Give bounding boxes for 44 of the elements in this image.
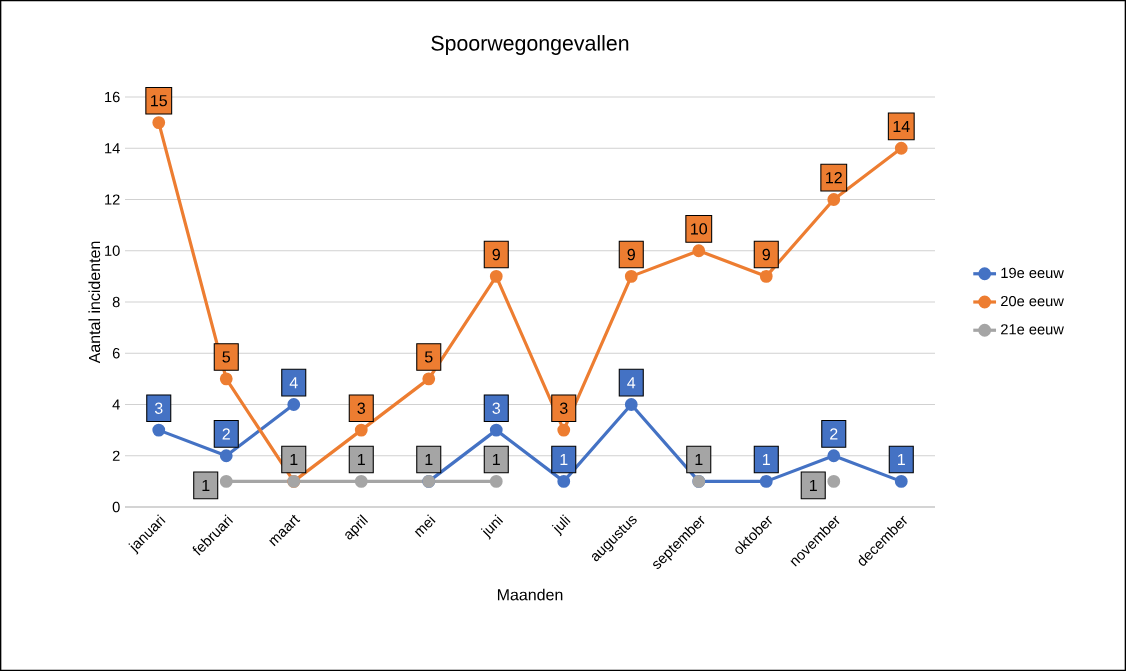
data-label: 1 [202, 479, 210, 491]
x-tick-label: juli [551, 514, 571, 537]
data-label: 1 [358, 454, 365, 466]
y-tick-label: 12 [105, 194, 120, 205]
legend-label: 19e eeuw [1001, 267, 1064, 279]
y-tick-label: 6 [112, 348, 120, 359]
x-tick-label: mei [414, 514, 436, 538]
data-label: 3 [154, 402, 163, 414]
data-label: 1 [493, 454, 500, 466]
data-label: 1 [898, 454, 905, 466]
data-label: 9 [627, 248, 635, 261]
data-label: 1 [763, 454, 770, 466]
data-label: 12 [826, 172, 842, 184]
chart-title: Spoorwegongevallen [431, 35, 629, 55]
data-label: 2 [830, 428, 838, 440]
data-label: 3 [357, 402, 366, 414]
data-label: 1 [809, 479, 817, 491]
y-tick-label: 16 [105, 91, 120, 103]
y-tick-label: 0 [112, 501, 120, 513]
data-label: 5 [424, 351, 433, 363]
data-label: 9 [762, 248, 770, 261]
y-tick-label: 8 [112, 296, 120, 308]
data-label: 9 [492, 248, 500, 261]
data-label: 1 [560, 454, 568, 466]
data-label: 1 [695, 454, 703, 466]
legend-label: 20e eeuw [1001, 295, 1064, 307]
legend-label: 21e eeuw [1001, 324, 1064, 335]
data-label: 3 [559, 402, 568, 414]
data-label: 1 [425, 454, 433, 466]
data-label: 5 [222, 351, 231, 363]
y-tick-label: 4 [112, 399, 120, 410]
data-label: 10 [691, 223, 708, 235]
data-label: 3 [492, 402, 501, 414]
data-label: 4 [627, 377, 636, 389]
y-tick-label: 14 [105, 143, 120, 154]
data-label: 14 [893, 120, 910, 132]
data-label: 4 [289, 377, 298, 389]
data-label: 2 [222, 428, 230, 440]
y-tick-label: 2 [112, 450, 120, 461]
x-axis-title: Maanden [497, 588, 563, 601]
y-tick-label: 10 [105, 245, 120, 256]
data-label: 1 [290, 454, 298, 466]
data-label: 15 [151, 95, 167, 107]
y-axis-title: Aantal incidenten [88, 241, 101, 364]
